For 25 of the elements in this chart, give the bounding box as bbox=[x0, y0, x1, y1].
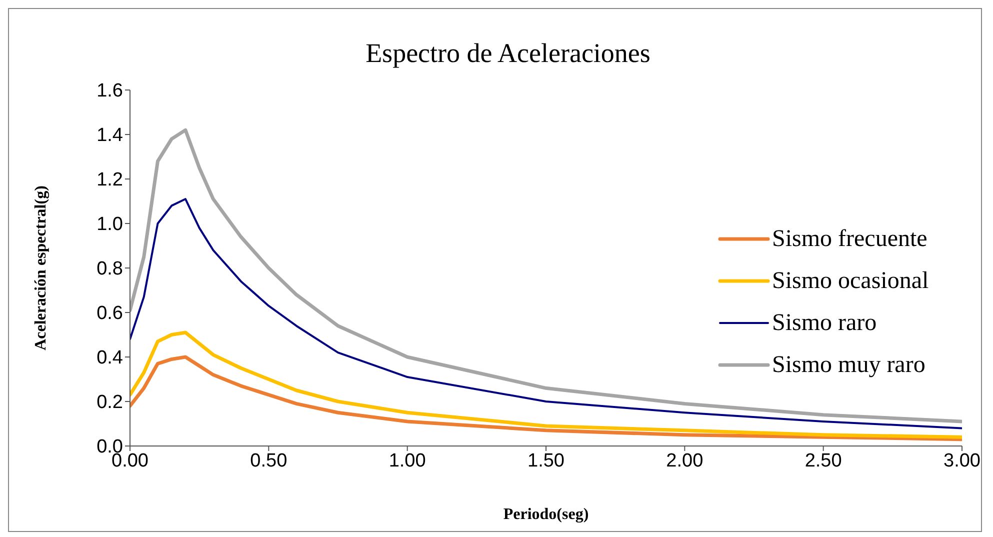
x-tick-label: 1.50 bbox=[528, 450, 564, 472]
legend-label: Sismo ocasional bbox=[772, 268, 929, 294]
y-tick-label: 1.6 bbox=[96, 80, 123, 102]
legend-label: Sismo frecuente bbox=[772, 226, 928, 252]
y-tick-label: 0.6 bbox=[96, 303, 123, 324]
x-axis-title: Periodo(seg) bbox=[503, 506, 589, 523]
legend-label: Sismo muy raro bbox=[772, 352, 926, 378]
line-series bbox=[130, 355, 962, 442]
legend-label: Sismo raro bbox=[772, 310, 877, 336]
x-tick-label: 0.50 bbox=[250, 450, 288, 472]
x-tick-label: 2.50 bbox=[804, 450, 842, 472]
line-series bbox=[130, 330, 962, 439]
y-tick-label: 1.0 bbox=[96, 214, 123, 236]
y-tick-label: 1.2 bbox=[96, 170, 123, 191]
y-axis-title: Aceleración espectral(g) bbox=[32, 186, 50, 350]
y-tick-label: 0.4 bbox=[96, 348, 124, 369]
line-series bbox=[130, 128, 962, 424]
y-tick-label: 0.8 bbox=[96, 258, 123, 280]
y-tick-label: 1.4 bbox=[96, 125, 124, 146]
x-tick-label: 2.00 bbox=[666, 450, 704, 472]
y-tick-label: 0.2 bbox=[96, 392, 123, 414]
x-tick-label: 1.00 bbox=[388, 450, 426, 472]
x-tick-label: 3.00 bbox=[944, 450, 980, 472]
chart-title: Espectro de Aceleraciones bbox=[364, 38, 652, 69]
line-series bbox=[130, 198, 962, 430]
